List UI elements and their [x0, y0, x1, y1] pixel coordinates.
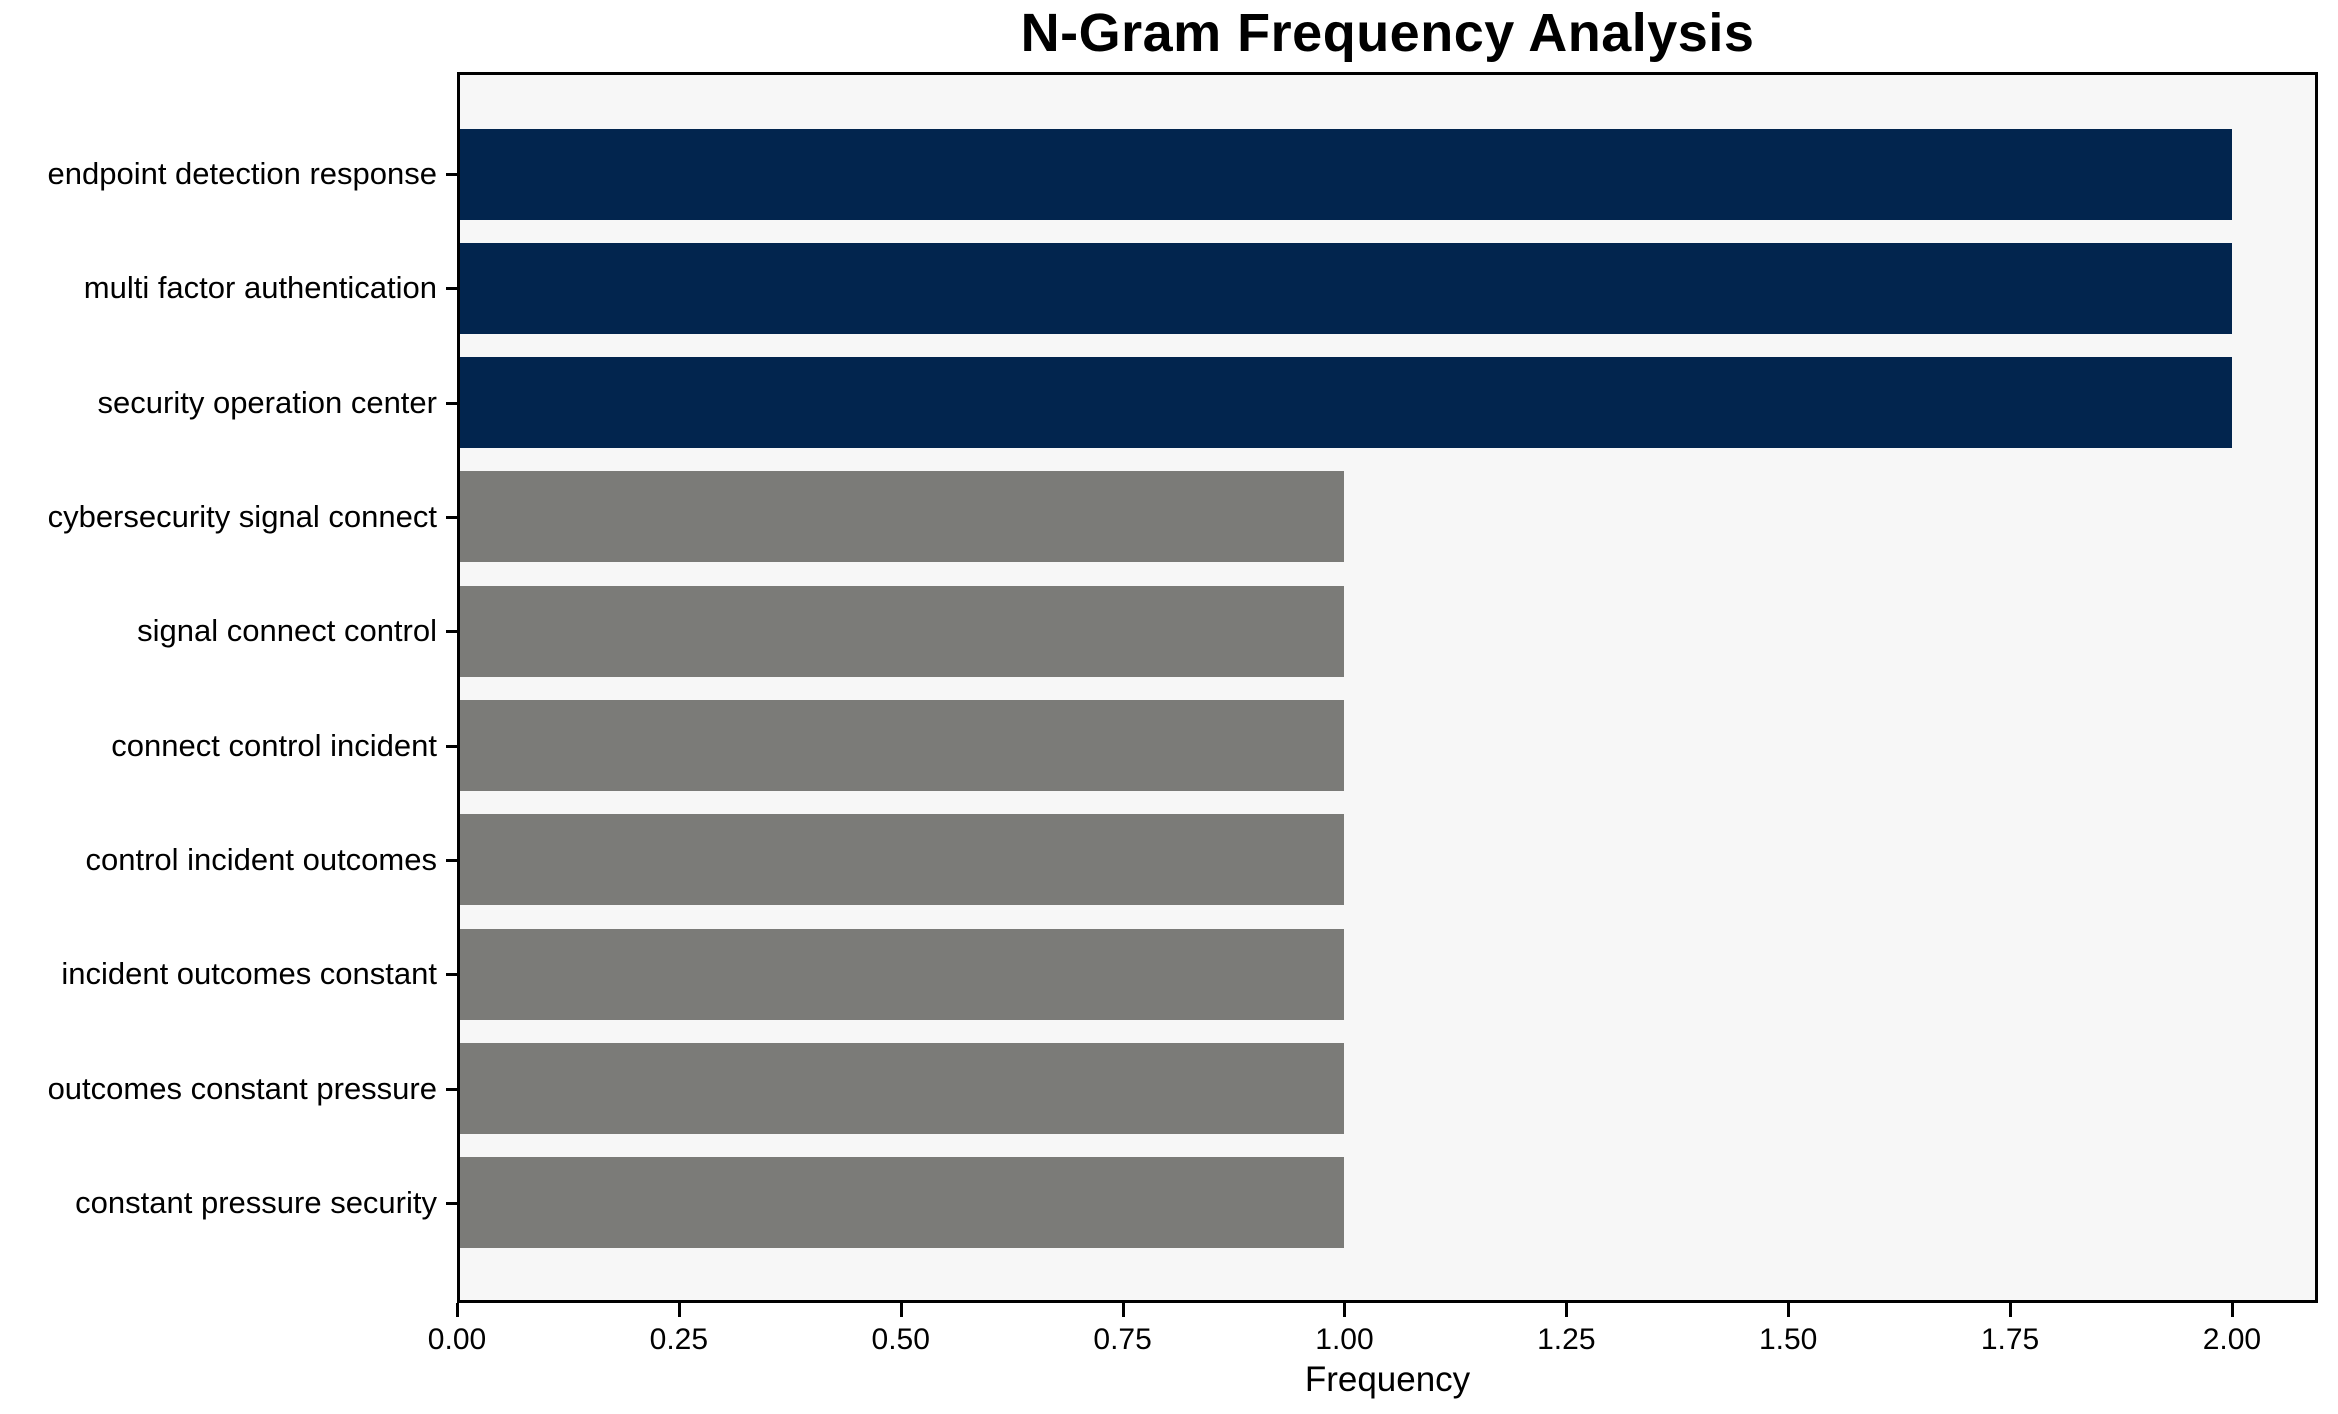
- x-tick-mark: [1343, 1303, 1347, 1317]
- y-tick-label: security operation center: [97, 384, 437, 420]
- x-tick-mark: [1787, 1303, 1791, 1317]
- y-tick-mark: [446, 858, 457, 862]
- x-tick-mark: [456, 1303, 459, 1317]
- x-tick-label: 0.75: [1093, 1323, 1152, 1356]
- y-tick-mark: [446, 973, 457, 977]
- y-tick-label: constant pressure security: [75, 1184, 437, 1220]
- x-tick-label: 1.00: [1315, 1323, 1374, 1356]
- y-tick-label: signal connect control: [137, 613, 437, 649]
- bar: [457, 242, 2232, 334]
- x-tick-label: 1.25: [1537, 1323, 1596, 1356]
- x-tick-mark: [2009, 1303, 2013, 1317]
- x-tick-mark: [2230, 1303, 2234, 1317]
- x-tick-label: 1.50: [1758, 1323, 1818, 1356]
- y-tick-mark: [446, 401, 457, 405]
- x-tick-mark: [677, 1303, 681, 1317]
- y-tick-mark: [446, 287, 457, 291]
- y-tick-label: endpoint detection response: [47, 156, 437, 191]
- y-tick-label: incident outcomes constant: [61, 956, 437, 992]
- bar: [457, 585, 1345, 677]
- x-tick-mark: [899, 1303, 903, 1317]
- y-tick-mark: [446, 744, 457, 748]
- x-tick-label: 0.00: [427, 1323, 487, 1356]
- y-tick-mark: [446, 173, 457, 176]
- bar: [457, 357, 2232, 449]
- y-tick-label: outcomes constant pressure: [47, 1070, 437, 1106]
- x-axis-label: Frequency: [1304, 1360, 1471, 1399]
- y-tick-mark: [446, 630, 457, 634]
- y-tick-mark: [446, 1087, 457, 1091]
- x-tick-label: 2.00: [2202, 1323, 2262, 1356]
- bar: [457, 928, 1345, 1020]
- bar: [457, 1157, 1345, 1249]
- x-tick-label: 0.25: [649, 1323, 709, 1356]
- x-tick-label: 0.50: [871, 1323, 930, 1356]
- bar: [457, 471, 1345, 563]
- y-tick-label: multi factor authentication: [83, 270, 437, 306]
- bar: [457, 814, 1345, 906]
- chart-title: N-Gram Frequency Analysis: [1020, 3, 1755, 63]
- y-tick-mark: [446, 1201, 457, 1205]
- bar: [457, 128, 2232, 220]
- x-tick-label: 1.75: [1980, 1323, 2040, 1356]
- bar: [457, 700, 1345, 792]
- x-tick-mark: [1565, 1303, 1569, 1317]
- y-tick-label: connect control incident: [111, 727, 437, 763]
- y-tick-mark: [446, 515, 457, 519]
- y-tick-label: cybersecurity signal connect: [47, 498, 437, 534]
- bar: [457, 1043, 1345, 1135]
- x-tick-mark: [1121, 1303, 1125, 1317]
- y-tick-label: control incident outcomes: [85, 841, 437, 877]
